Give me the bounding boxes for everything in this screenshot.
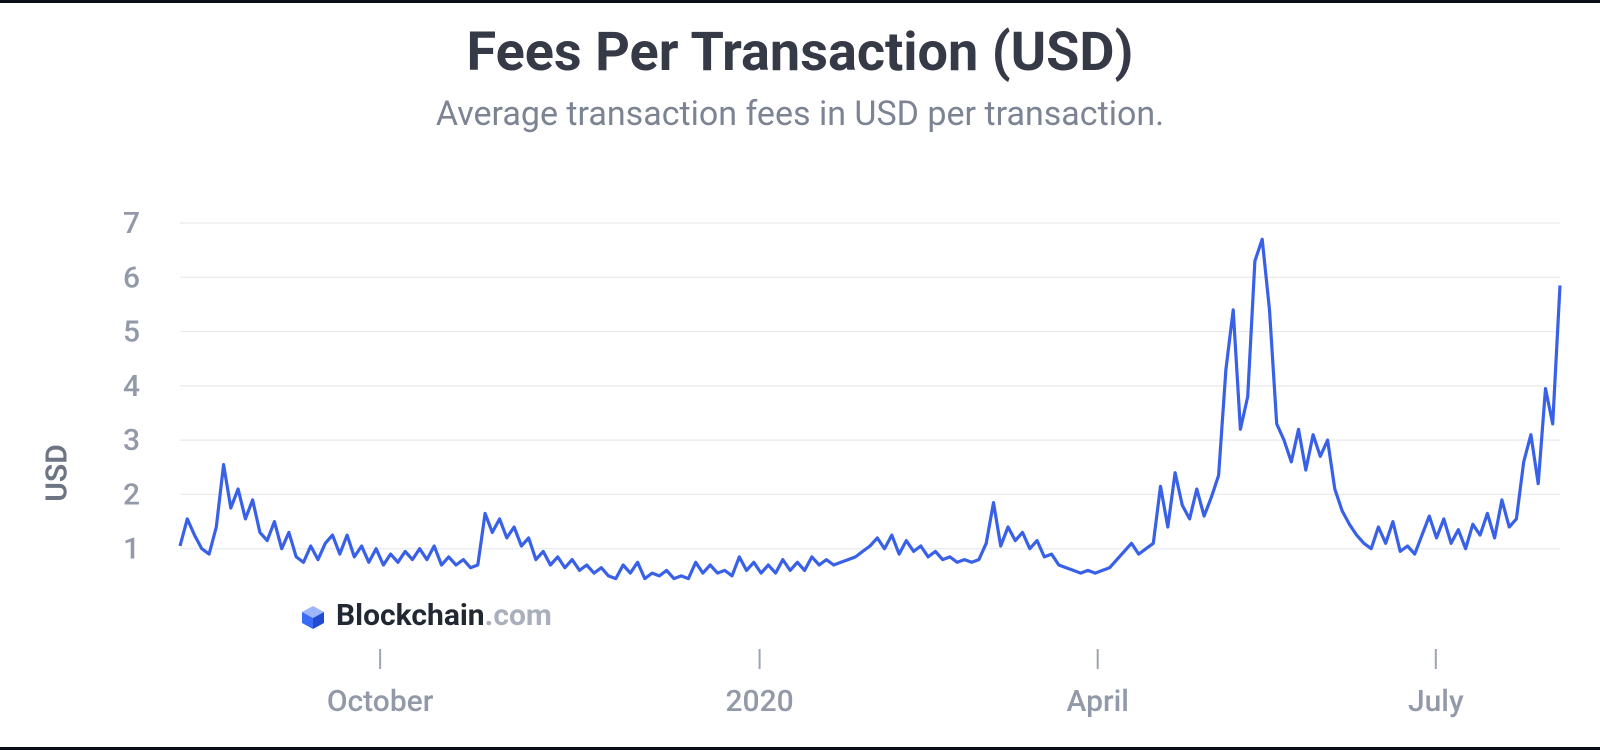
chart-title: Fees Per Transaction (USD): [0, 21, 1600, 84]
x-tick-label: July: [1408, 684, 1464, 719]
y-tick-label: 1: [123, 532, 140, 567]
x-tick-label: April: [1066, 684, 1128, 719]
y-tick-label: 4: [123, 369, 140, 404]
chart-area: USD 1234567 October2020AprilJuly Blockch…: [0, 203, 1600, 743]
y-tick-label: 7: [123, 206, 140, 241]
chart-subtitle: Average transaction fees in USD per tran…: [0, 94, 1600, 134]
line-chart-svg: 1 2 3 4 5 6 7 October 2020 April July: [0, 203, 1600, 743]
blockchain-logo-icon: [300, 603, 326, 629]
x-tick-label: 2020: [725, 684, 793, 719]
y-tick-label: 2: [123, 477, 140, 512]
chart-frame: Fees Per Transaction (USD) Average trans…: [0, 0, 1600, 750]
y-tick-label: 5: [123, 315, 140, 350]
y-tick-label: 6: [123, 260, 140, 295]
watermark-domain: .com: [485, 598, 552, 633]
blockchain-watermark: Blockchain.com: [300, 598, 552, 633]
y-tick-label: 3: [123, 423, 140, 458]
watermark-brand: Blockchain: [336, 598, 485, 633]
x-tick-label: October: [327, 684, 434, 719]
fee-line-series: [180, 239, 1560, 578]
